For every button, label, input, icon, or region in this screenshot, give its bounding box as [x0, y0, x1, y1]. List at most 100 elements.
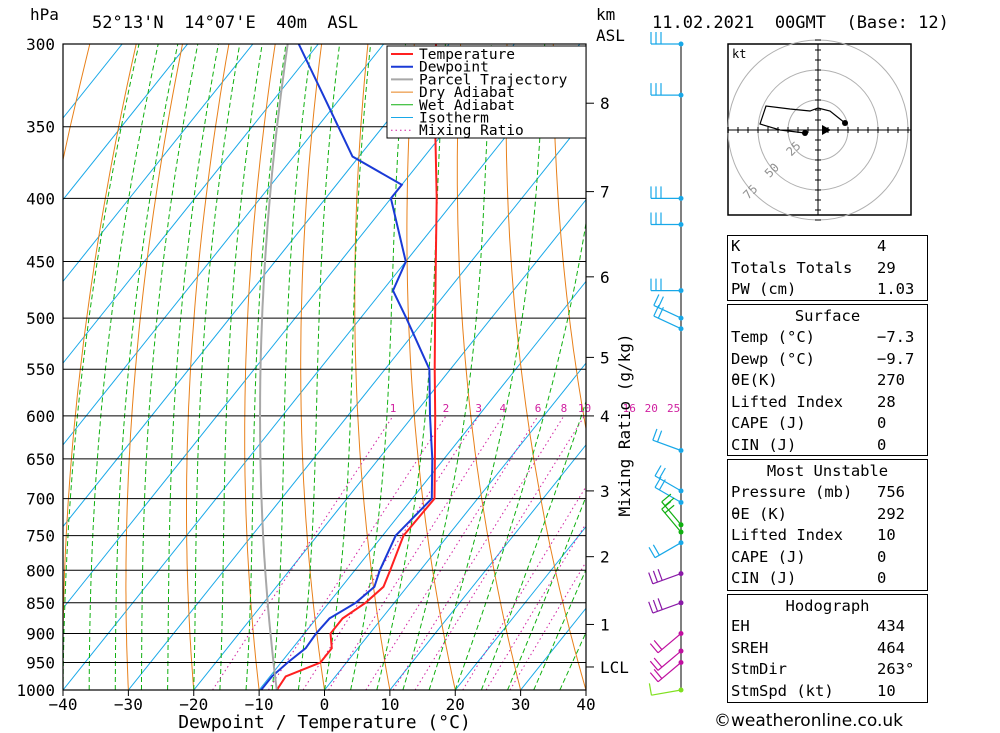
index-value: 0	[877, 569, 887, 587]
wind-barb-flag	[652, 544, 660, 556]
wind-barb-flag	[652, 570, 659, 583]
mixing-ratio-line	[392, 415, 565, 690]
wet-adiabat-line	[167, 44, 219, 690]
wind-barb-flag	[648, 572, 654, 585]
wind-level-dot	[678, 600, 684, 606]
dry-adiabat-line	[924, 44, 1000, 690]
parcel-trajectory-line	[258, 44, 289, 690]
isotherm-line	[63, 44, 254, 283]
pressure-tick-label: 950	[26, 653, 55, 672]
pressure-tick-label: 500	[26, 309, 55, 328]
index-label: CIN (J)	[731, 435, 797, 454]
wind-barb-flag	[648, 601, 654, 614]
wind-barb-flag	[664, 504, 675, 514]
most-unstable-title: Most Unstable	[766, 462, 889, 480]
wind-barb-shaft	[652, 439, 682, 452]
wind-barb	[652, 428, 682, 452]
pressure-tick-label: 350	[26, 118, 55, 137]
height-tick-label: 8	[600, 94, 610, 113]
index-label: CIN (J)	[731, 569, 797, 587]
series-line-dewpoint	[260, 44, 434, 690]
index-label: Dewp (°C)	[731, 349, 815, 368]
dry-adiabat-line	[354, 44, 391, 690]
hodograph-indices-title: Hodograph	[785, 597, 870, 615]
wind-barb	[650, 83, 681, 96]
wind-level-dot	[678, 326, 684, 332]
height-tick-label: 6	[600, 268, 610, 287]
index-row: Temp (°C) −7.3	[727, 327, 927, 349]
wet-adiabat-line	[140, 44, 199, 690]
mixing-ratio-line	[302, 415, 480, 690]
wind-barb-flag	[653, 294, 660, 306]
wind-barb-flag	[649, 643, 659, 654]
index-value: 0	[877, 414, 887, 432]
wet-adiabat-line	[63, 44, 140, 690]
wind-barb-flag	[658, 479, 666, 491]
wind-barb-flag	[653, 668, 663, 679]
series-line-temperature	[275, 44, 438, 690]
legend-entry: Dry Adiabat	[419, 85, 515, 101]
index-label: Lifted Index	[731, 392, 843, 411]
wind-barb-flag	[654, 476, 662, 488]
wind-barb-shaft	[657, 633, 682, 654]
surface-title: Surface	[794, 307, 861, 325]
index-row: CIN (J) 0	[727, 568, 927, 590]
height-tick-label: 4	[600, 407, 610, 426]
x-tick-label: 20	[446, 695, 465, 714]
copyright-text: ©weatheronline.co.uk	[714, 711, 904, 731]
dry-adiabat-line	[970, 44, 1000, 690]
index-label: CAPE (J)	[731, 414, 806, 432]
wind-barb-shaft	[657, 662, 682, 683]
index-row: Pressure (mb) 756	[727, 482, 927, 504]
wind-barb	[650, 278, 681, 292]
mixing-ratio-value: 1	[390, 402, 397, 415]
wind-barb	[649, 662, 682, 683]
wind-barb-flag	[661, 500, 672, 510]
legend-entry: Isotherm	[419, 111, 489, 127]
isotherm-line	[63, 44, 515, 610]
x-tick-label: 0	[320, 695, 330, 714]
pressure-tick-label: 300	[26, 35, 55, 54]
wind-barb-flag	[649, 660, 659, 671]
isotherm-line	[454, 525, 586, 690]
index-value: 464	[877, 638, 905, 657]
index-label: Temp (°C)	[731, 328, 815, 346]
wind-barb-flag	[654, 465, 662, 477]
index-value: 28	[877, 392, 896, 411]
mixing-ratio-value: 6	[535, 402, 542, 415]
dry-adiabat-line	[552, 44, 586, 432]
pressure-tick-label: 900	[26, 624, 55, 643]
wind-level-dot	[678, 448, 684, 454]
mixing-ratio-labels: 1 2 3 4 6 8 10 16 20 25	[390, 402, 681, 415]
index-label: StmDir	[731, 660, 787, 678]
profiles	[258, 44, 438, 690]
wind-barb	[648, 542, 682, 559]
index-row: Totals Totals 29	[727, 258, 927, 280]
isotherm-line	[389, 444, 586, 690]
pressure-tick-label: 700	[26, 490, 55, 509]
index-row: StmDir 263°	[727, 659, 927, 681]
wind-barb	[661, 500, 682, 533]
mixing-ratio-line	[365, 415, 539, 690]
index-label: StmSpd (kt)	[731, 681, 834, 700]
wind-barb	[654, 465, 682, 492]
wind-barb	[650, 186, 681, 199]
mixing-ratio-value: 25	[667, 402, 680, 415]
wind-barb-column	[648, 32, 684, 696]
index-label: θE(K)	[731, 371, 778, 389]
pressure-tick-label: 550	[26, 360, 55, 379]
legend-entry: Mixing Ratio	[419, 123, 524, 139]
index-row: θE (K) 292	[727, 504, 927, 526]
height-tick-label: 7	[600, 183, 610, 202]
wind-barb	[661, 493, 682, 526]
mixing-ratio-line	[328, 415, 504, 690]
general-indices-box	[727, 235, 928, 301]
axes: −40 −30 −20 −10 0 10 20 30 40 Dewpoint / Temperat…	[49, 94, 634, 733]
mixing-ratio-value: 16	[623, 402, 636, 415]
index-value: 29	[877, 258, 896, 277]
index-value: 10	[877, 526, 896, 544]
isotherm-line	[63, 44, 385, 446]
wet-adiabat-line	[533, 568, 586, 690]
general-indices-table: K 4 Totals Totals 29 PW (cm) 1.03	[727, 236, 927, 301]
